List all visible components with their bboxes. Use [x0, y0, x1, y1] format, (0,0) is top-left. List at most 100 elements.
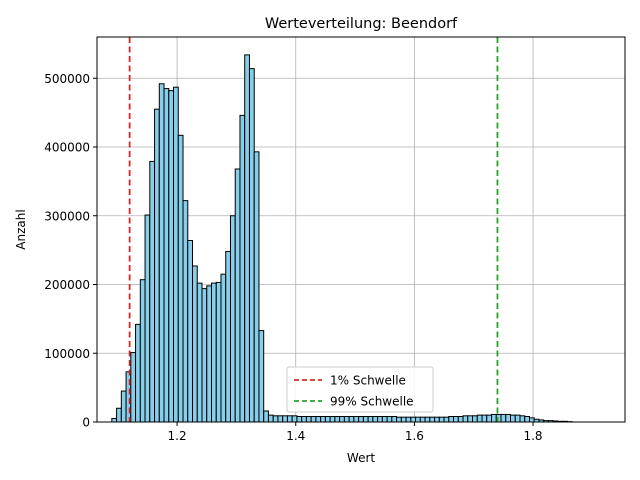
histogram-bar: [510, 414, 516, 423]
histogram-bar: [248, 68, 255, 423]
histogram-bar: [168, 90, 175, 423]
y-tick-label: 100000: [44, 347, 90, 361]
histogram-bar: [500, 413, 507, 423]
histogram-bar: [443, 416, 450, 423]
histogram-bar: [424, 416, 431, 423]
histogram-bar: [472, 415, 478, 423]
histogram-bar: [234, 168, 241, 423]
legend: 1% Schwelle 99% Schwelle: [286, 366, 434, 413]
legend-label-1pct: 1% Schwelle: [330, 374, 406, 388]
histogram-bar: [244, 54, 250, 423]
histogram-bar: [372, 416, 379, 423]
histogram-bar: [481, 414, 488, 423]
histogram-bar: [239, 114, 246, 423]
x-axis-title: Wert: [347, 451, 375, 465]
histogram-bar: [405, 416, 412, 423]
histogram-bar: [177, 134, 184, 423]
histogram-bar: [291, 415, 298, 423]
x-tick-label: 1.4: [286, 429, 305, 443]
histogram-bar: [296, 416, 303, 423]
histogram-bar: [524, 416, 530, 423]
histogram-bar: [519, 415, 526, 423]
histogram-bar: [210, 282, 217, 423]
y-tick-label: 500000: [44, 72, 90, 86]
y-axis-title: Anzahl: [14, 209, 28, 249]
histogram-bar: [486, 414, 493, 423]
y-tick-label: 300000: [44, 209, 90, 223]
histogram-bar: [386, 416, 393, 423]
histogram-bar: [491, 413, 497, 423]
histogram-bar: [111, 418, 118, 423]
histogram-bar: [215, 281, 222, 423]
histogram-bar: [448, 416, 455, 423]
y-tick-label: 400000: [44, 141, 90, 155]
histogram-bar: [453, 416, 459, 423]
histogram-bar: [158, 83, 165, 423]
histogram-bar: [377, 416, 383, 423]
histogram-bar: [343, 416, 350, 423]
histogram-bar: [310, 416, 317, 423]
histogram-bar: [120, 390, 127, 423]
histogram-bar: [305, 416, 312, 423]
histogram-bar: [362, 416, 369, 423]
x-tick-label: 1.2: [168, 429, 187, 443]
histogram-bar: [282, 415, 288, 423]
histogram-bar: [434, 416, 440, 423]
histogram-bar: [220, 273, 227, 423]
threshold-lines: [128, 37, 499, 422]
histogram-bar: [286, 415, 293, 423]
histogram-bar: [263, 410, 269, 423]
histogram-bar: [301, 416, 307, 423]
chart-title: Werteverteilung: Beendorf: [265, 16, 458, 32]
histogram-bar: [116, 407, 122, 423]
histogram-bar: [277, 415, 284, 423]
plot-frame: [96, 36, 626, 423]
histogram-bar: [476, 414, 483, 423]
histogram-bar: [201, 288, 208, 423]
axis-ticks: 1.2 1.4 1.6 1.8 0 100000 200000 300000 400000 500…: [44, 72, 542, 443]
histogram-bar: [324, 416, 331, 423]
histogram-bar: [196, 282, 203, 423]
histogram-bar: [135, 323, 141, 423]
histogram-bar: [139, 279, 146, 423]
histogram-bar: [353, 416, 360, 423]
histogram-bar: [192, 265, 198, 423]
histogram-bar: [206, 285, 212, 423]
histogram-bar: [505, 413, 512, 423]
histogram-bar: [367, 416, 374, 423]
histogram-bar: [144, 214, 151, 423]
histogram-bar: [339, 416, 345, 423]
histogram-bar: [182, 200, 189, 423]
histogram-bar: [528, 417, 535, 423]
histogram-bar: [457, 416, 464, 423]
histogram-bar: [381, 416, 388, 423]
x-tick-label: 1.8: [523, 429, 542, 443]
histogram-bar: [358, 416, 364, 423]
y-tick-label: 0: [82, 416, 90, 430]
histogram-bar: [320, 416, 326, 423]
histogram-bar: [410, 416, 417, 423]
histogram-bar: [391, 416, 398, 423]
histogram-bar: [225, 251, 231, 423]
histogram-bar: [187, 240, 194, 423]
histogram-bar: [429, 416, 436, 423]
histogram-bar: [272, 415, 279, 423]
histogram-bar: [462, 415, 469, 423]
histogram-bar: [173, 86, 179, 423]
histogram-bar: [154, 108, 160, 423]
histogram-bar: [130, 352, 137, 423]
histogram-bar: [334, 416, 341, 423]
histogram-bar: [348, 416, 355, 423]
y-tick-label: 200000: [44, 278, 90, 292]
histogram-bar: [419, 416, 426, 423]
histogram-bar: [415, 416, 421, 423]
histogram-bar: [315, 416, 322, 423]
histogram-bar: [229, 215, 236, 423]
histogram-bar: [267, 414, 274, 423]
histogram-bar: [514, 414, 521, 423]
histogram-bar: [467, 415, 474, 423]
histogram-bar: [329, 416, 336, 423]
histogram-bar: [149, 160, 156, 423]
legend-box: [286, 366, 434, 413]
